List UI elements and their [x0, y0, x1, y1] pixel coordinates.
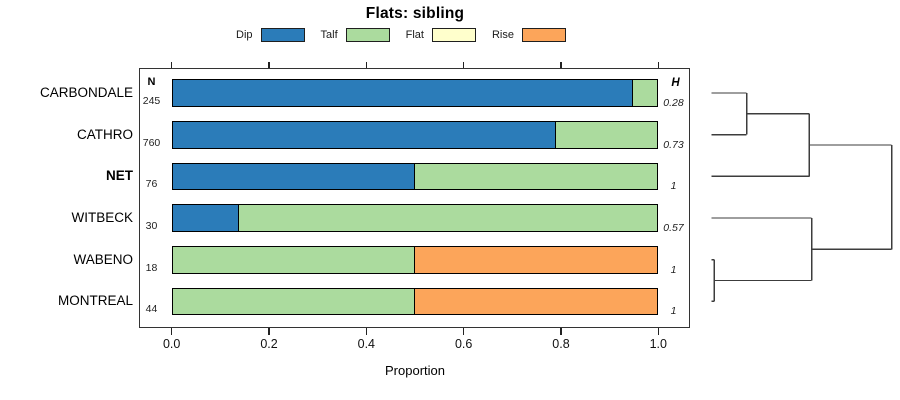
bar-segment-dip [172, 122, 555, 148]
x-tick-top [657, 61, 659, 68]
bar-segment-talf [237, 205, 658, 231]
x-tick-top [268, 61, 270, 68]
x-tick-bottom [657, 328, 659, 335]
bar-segment-dip [172, 80, 633, 106]
legend-label-dip: Dip [236, 28, 253, 41]
h-value: 1 [670, 305, 677, 318]
x-tick-label: 0.4 [357, 337, 376, 351]
bar-segment-talf [172, 288, 415, 315]
x-tick-label: 0.2 [260, 337, 278, 351]
bar-segment-dip [172, 205, 238, 231]
bar-segment-talf [554, 122, 658, 148]
y-label-montreal: MONTREAL [57, 293, 133, 309]
bar-wabeno [171, 246, 659, 274]
y-label-witbeck: WITBECK [71, 210, 133, 225]
n-value: 18 [145, 261, 158, 274]
x-tick-bottom [268, 328, 270, 335]
x-tick-bottom [171, 328, 173, 335]
legend-item-rise: Rise [491, 27, 566, 42]
y-label-carbondale: CARBONDALE [39, 85, 133, 100]
legend-item-flat: Flat [405, 27, 476, 42]
n-value: 30 [145, 220, 158, 232]
y-label-net: NET [106, 168, 133, 184]
y-label-cathro: CATHRO [77, 126, 133, 142]
bar-net [171, 162, 659, 191]
n-column-header: N [147, 76, 156, 88]
n-value: 76 [145, 178, 158, 191]
x-tick-bottom [463, 328, 465, 335]
n-value: 245 [142, 95, 161, 107]
h-value: 1 [670, 180, 677, 193]
y-label-wabeno: WABENO [73, 251, 133, 267]
bar-segment-talf [632, 80, 658, 106]
legend-swatch-dip [260, 27, 305, 42]
x-tick-label: 1.0 [649, 337, 667, 351]
x-tick-top [365, 61, 367, 68]
bar-witbeck [171, 204, 659, 232]
bar-carbondale [171, 79, 659, 107]
plot-box [139, 68, 690, 328]
x-tick-label: 0.8 [552, 337, 570, 351]
legend-item-talf: Talf [320, 27, 390, 42]
legend-label-flat: Flat [405, 28, 424, 41]
h-value: 0.28 [663, 97, 684, 109]
n-value: 44 [145, 303, 158, 316]
bar-segment-dip [172, 163, 415, 190]
bar-segment-talf [172, 247, 415, 273]
dendrogram [711, 92, 893, 303]
chart-title: Flats: sibling [365, 5, 465, 22]
n-value: 760 [142, 136, 161, 149]
h-value: 1 [670, 263, 677, 276]
legend-item-dip: Dip [236, 27, 305, 42]
legend-swatch-flat [431, 27, 476, 42]
h-value: 0.73 [663, 138, 684, 151]
h-value: 0.57 [663, 222, 684, 234]
x-tick-top [171, 61, 173, 68]
x-tick-label: 0.0 [162, 337, 181, 351]
legend-label-talf: Talf [320, 28, 338, 41]
bar-segment-talf [414, 163, 658, 190]
bar-cathro [171, 121, 659, 149]
x-axis-title: Proportion [385, 363, 445, 378]
legend-swatch-rise [522, 27, 566, 42]
x-tick-top [560, 61, 562, 68]
h-column-header: H [671, 77, 680, 89]
legend: Dip Talf Flat Rise [236, 27, 566, 42]
legend-swatch-talf [345, 27, 390, 42]
x-tick-top [463, 61, 465, 68]
bar-montreal [171, 287, 659, 316]
bar-segment-rise [414, 288, 658, 315]
legend-label-rise: Rise [491, 28, 514, 41]
x-tick-bottom [560, 328, 562, 335]
x-tick-bottom [365, 328, 367, 335]
bar-segment-rise [414, 247, 658, 273]
x-tick-label: 0.6 [454, 337, 473, 351]
